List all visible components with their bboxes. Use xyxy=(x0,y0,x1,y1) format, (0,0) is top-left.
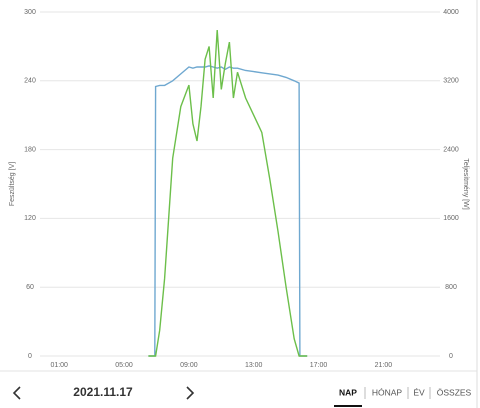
y-axis-label: Feszültség [V] xyxy=(9,162,16,206)
x-tick-label: 09:00 xyxy=(180,362,198,369)
y2-tick-label: 0 xyxy=(449,353,453,360)
y2-tick-label: 800 xyxy=(445,284,457,291)
y2-axis-label: Teljesítmény [W] xyxy=(462,158,469,209)
series-line xyxy=(148,65,308,357)
y-tick-label: 180 xyxy=(24,146,36,153)
y-tick-label: 0 xyxy=(28,353,32,360)
y2-tick-label: 2400 xyxy=(443,146,459,153)
y2-tick-label: 3200 xyxy=(443,78,459,85)
y-tick-label: 300 xyxy=(24,9,36,16)
y-tick-label: 120 xyxy=(24,215,36,222)
x-tick-label: 05:00 xyxy=(115,362,133,369)
x-tick-label: 17:00 xyxy=(310,362,328,369)
tab-separators xyxy=(364,387,431,399)
y-tick-label: 60 xyxy=(26,284,34,291)
tab[interactable]: NAP xyxy=(339,387,357,397)
y2-tick-label: 1600 xyxy=(443,215,459,222)
x-tick-label: 21:00 xyxy=(375,362,393,369)
prev-button[interactable] xyxy=(12,386,21,400)
tab[interactable]: ÉV xyxy=(413,387,425,397)
tab[interactable]: HÓNAP xyxy=(372,387,403,397)
y-tick-label: 240 xyxy=(24,78,36,85)
next-button[interactable] xyxy=(186,386,195,400)
date: 2021.11.17 xyxy=(73,385,133,399)
x-tick-label: 01:00 xyxy=(50,362,68,369)
tab[interactable]: ÖSSZES xyxy=(437,387,472,397)
y2-tick-label: 4000 xyxy=(443,9,459,16)
x-tick-label: 13:00 xyxy=(245,362,263,369)
series-line xyxy=(148,30,308,357)
